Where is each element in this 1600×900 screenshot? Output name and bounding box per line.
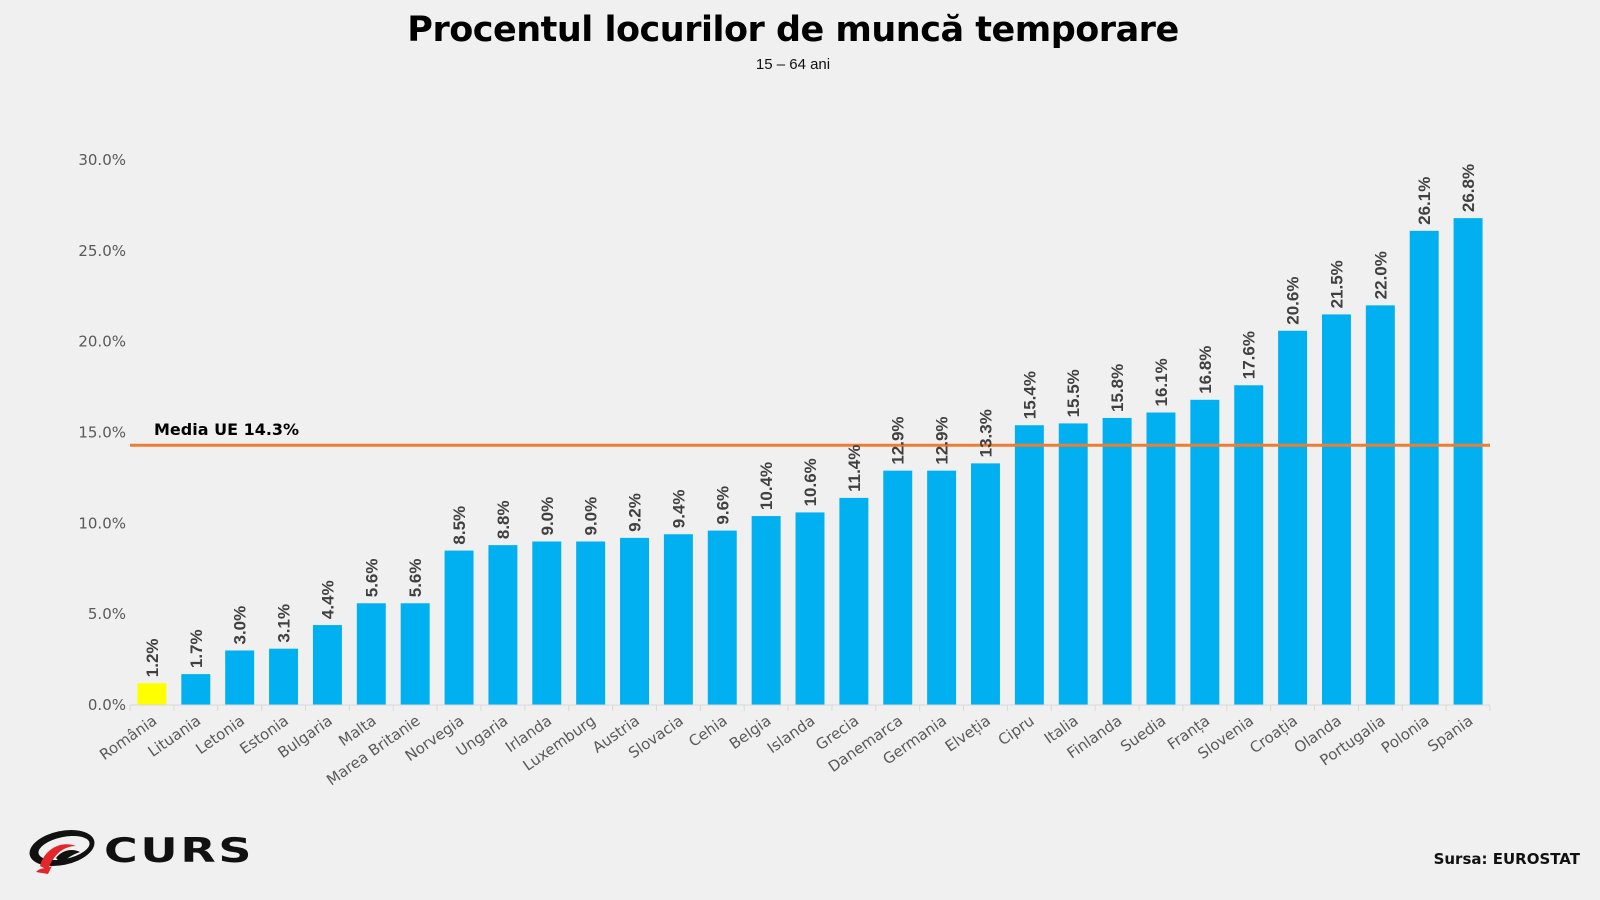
bar-marea-britanie xyxy=(400,603,430,705)
value-label: 26.1% xyxy=(1415,177,1434,225)
bar-austria xyxy=(620,537,649,705)
value-label: 9.2% xyxy=(626,493,645,532)
y-tick-label: 0.0% xyxy=(88,696,126,714)
bar-spania xyxy=(1453,218,1483,705)
bar-finlanda xyxy=(1102,417,1132,705)
chart-subtitle: 15 – 64 ani xyxy=(755,56,831,73)
bar-cipru xyxy=(1014,425,1044,705)
logo-text: CURS xyxy=(104,831,255,871)
value-label: 3.0% xyxy=(231,606,250,645)
value-label: 9.6% xyxy=(713,486,732,525)
curs-logo-icon xyxy=(29,830,95,874)
bar-cehia xyxy=(707,530,737,705)
value-label: 3.1% xyxy=(275,604,294,643)
value-label: 16.1% xyxy=(1152,358,1171,406)
value-label: 15.8% xyxy=(1108,364,1127,412)
bar-slovacia xyxy=(663,534,693,705)
value-label: 15.4% xyxy=(1020,371,1039,419)
bar-germania xyxy=(927,470,957,705)
x-tick-label: Islanda xyxy=(764,712,818,758)
value-label: 1.7% xyxy=(187,629,206,668)
source-note: Sursa: EUROSTAT xyxy=(1433,850,1580,868)
bar-suedia xyxy=(1146,412,1176,705)
reference-line-group: Media UE 14.3% xyxy=(130,420,1490,447)
bar-belgia xyxy=(751,516,781,705)
value-label: 5.6% xyxy=(362,559,381,598)
bar-portugalia xyxy=(1365,305,1395,705)
y-axis: 0.0% 5.0% 10.0% 15.0% 20.0% 25.0% 30.0% xyxy=(78,151,126,714)
value-labels: 1.2% 1.7% 3.0% 3.1% 4.4% 5.6% 5.6% 8.5% 8.8% 9.0%… xyxy=(143,164,1478,677)
bar-franța xyxy=(1190,399,1220,705)
value-label: 9.4% xyxy=(669,489,688,528)
bar-norvegia xyxy=(444,550,474,705)
bar-lituania xyxy=(181,674,211,705)
bars xyxy=(137,218,1483,705)
curs-logo: CURS xyxy=(26,826,251,876)
chart-title: Procentul locurilor de muncă temporare xyxy=(407,10,1179,50)
bar-islanda xyxy=(795,512,825,705)
bar-olanda xyxy=(1321,314,1351,705)
value-label: 12.9% xyxy=(889,416,908,464)
y-tick-label: 20.0% xyxy=(78,333,126,351)
bar-românia xyxy=(137,683,167,705)
value-label: 5.6% xyxy=(406,559,425,598)
bar-polonia xyxy=(1409,230,1439,705)
y-tick-label: 25.0% xyxy=(78,242,126,260)
x-tick-label: Cehia xyxy=(685,712,730,751)
y-tick-label: 30.0% xyxy=(78,151,126,169)
value-label: 11.4% xyxy=(845,445,864,492)
value-label: 8.8% xyxy=(494,500,513,539)
bar-luxemburg xyxy=(576,541,606,705)
bar-bulgaria xyxy=(312,625,342,705)
value-label: 26.8% xyxy=(1459,164,1478,212)
bar-croația xyxy=(1278,330,1308,705)
y-tick-label: 5.0% xyxy=(88,605,126,623)
eu-average-label: Media UE 14.3% xyxy=(154,420,299,439)
bar-italia xyxy=(1058,423,1088,705)
bar-elveția xyxy=(971,463,1000,705)
value-label: 21.5% xyxy=(1327,260,1346,308)
x-tick-label: Suedia xyxy=(1117,712,1169,756)
bar-ungaria xyxy=(488,545,518,705)
y-tick-label: 15.0% xyxy=(78,424,126,442)
y-tick-label: 10.0% xyxy=(78,514,126,532)
x-tick-label: Elveția xyxy=(942,712,994,756)
bar-slovenia xyxy=(1234,385,1264,705)
value-label: 12.9% xyxy=(933,416,952,464)
value-label: 9.0% xyxy=(582,497,601,536)
x-tick-label: Spania xyxy=(1424,712,1476,756)
value-label: 10.6% xyxy=(801,458,820,506)
x-tick-label: Polonia xyxy=(1378,712,1432,758)
value-label: 10.4% xyxy=(757,462,776,510)
value-label: 13.3% xyxy=(976,409,995,457)
bar-malta xyxy=(356,603,386,705)
value-label: 4.4% xyxy=(318,580,337,619)
value-label: 22.0% xyxy=(1371,251,1390,299)
value-label: 20.6% xyxy=(1284,277,1303,325)
value-label: 8.5% xyxy=(450,506,469,545)
bar-chart: 0.0% 5.0% 10.0% 15.0% 20.0% 25.0% 30.0% Media … xyxy=(78,151,1491,789)
x-tick-label: Croația xyxy=(1246,712,1300,758)
bar-estonia xyxy=(269,648,299,705)
value-label: 17.6% xyxy=(1240,331,1259,379)
x-tick-label: Letonia xyxy=(192,712,248,758)
value-label: 15.5% xyxy=(1064,369,1083,417)
value-label: 1.2% xyxy=(143,638,162,677)
value-label: 9.0% xyxy=(538,497,557,536)
bar-danemarca xyxy=(883,470,913,705)
value-label: 16.8% xyxy=(1196,346,1215,394)
bar-grecia xyxy=(839,497,869,705)
bar-irlanda xyxy=(532,541,562,705)
x-tick-label: Cipru xyxy=(995,712,1038,750)
bar-letonia xyxy=(225,650,255,705)
